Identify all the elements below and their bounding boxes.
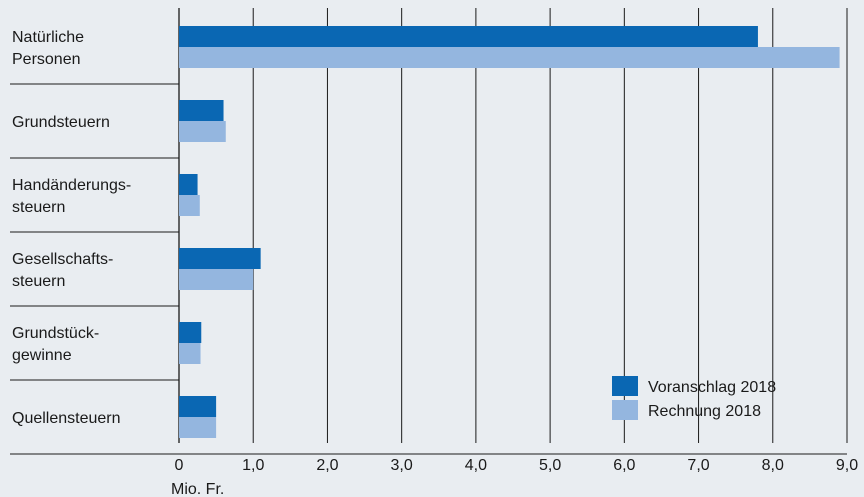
bar-rechnung xyxy=(179,269,254,290)
category-label: Quellensteuern xyxy=(12,410,121,427)
bar-voranschlag xyxy=(179,174,198,195)
legend-label-rechnung: Rechnung 2018 xyxy=(648,403,761,420)
x-tick-label: 7,0 xyxy=(687,457,709,474)
bar-rechnung xyxy=(179,195,200,216)
category-label: steuern xyxy=(12,273,65,290)
x-tick-label: 9,0 xyxy=(836,457,858,474)
category-separators xyxy=(10,83,847,455)
bar-voranschlag xyxy=(179,248,261,269)
bar-rechnung xyxy=(179,47,840,68)
x-tick-label: 8,0 xyxy=(762,457,784,474)
category-label: Personen xyxy=(12,51,81,68)
category-label: Handänderungs- xyxy=(12,177,131,194)
bar-rechnung xyxy=(179,343,201,364)
bar-voranschlag xyxy=(179,396,217,417)
x-axis-label: Mio. Fr. xyxy=(171,481,224,497)
legend-swatch-rechnung xyxy=(612,400,638,420)
x-tick-label: 2,0 xyxy=(316,457,338,474)
bar-rechnung xyxy=(179,121,226,142)
x-tick-labels: 0 1,0 2,0 3,0 4,0 5,0 6,0 7,0 8,0 9,0 xyxy=(175,457,859,474)
bar-voranschlag xyxy=(179,322,202,343)
x-tick-label: 4,0 xyxy=(465,457,487,474)
bars xyxy=(179,26,840,438)
category-labels: Natürliche Personen Grundsteuern Handänderu… xyxy=(12,29,131,427)
bar-voranschlag xyxy=(179,26,758,47)
legend-label-voranschlag: Voranschlag 2018 xyxy=(648,379,776,396)
legend-swatch-voranschlag xyxy=(612,376,638,396)
category-label: Grundsteuern xyxy=(12,114,110,131)
x-tick-label: 1,0 xyxy=(242,457,264,474)
x-tick-label: 0 xyxy=(175,457,184,474)
x-tick-label: 6,0 xyxy=(613,457,635,474)
category-label: Grundstück- xyxy=(12,325,99,342)
category-label: Gesellschafts- xyxy=(12,251,113,268)
category-label: gewinne xyxy=(12,347,72,364)
category-label: steuern xyxy=(12,199,65,216)
category-label: Natürliche xyxy=(12,29,84,46)
x-tick-label: 3,0 xyxy=(391,457,413,474)
grid-lines xyxy=(178,8,848,443)
legend: Voranschlag 2018 Rechnung 2018 xyxy=(612,376,776,420)
x-tick-label: 5,0 xyxy=(539,457,561,474)
bar-voranschlag xyxy=(179,100,224,121)
bar-rechnung xyxy=(179,417,217,438)
